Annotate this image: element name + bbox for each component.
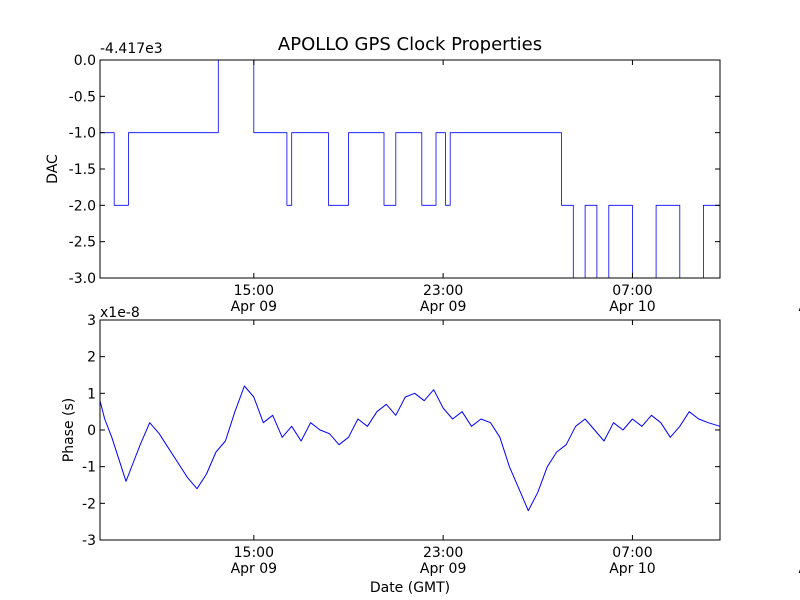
phase-xtick-label: 23:00 [423,545,463,561]
phase-series-line-group [99,385,721,512]
dac-xtick-label: Apr 10 [799,299,800,315]
phase-xtick-label: Apr 09 [231,561,277,577]
dac-ytick-label: -1.0 [69,126,96,142]
phase-xtick-label: Apr 10 [609,561,655,577]
phase-ytick-label: 0 [87,423,96,439]
dac-offset-label: -4.417e3 [100,41,163,57]
phase-xtick-label: Apr 10 [799,561,800,577]
phase-xtick-label: 15:00 [234,545,274,561]
dac-ytick-label: -2.5 [69,235,96,251]
dac-xtick-label: 07:00 [612,283,652,299]
phase-xtick-label: Apr 09 [420,561,466,577]
dac-xtick-label: 23:00 [423,283,463,299]
phase-y-ticks: 3 2 1 0 -1 -2 -3 [82,313,720,549]
dac-xtick-label: 15:00 [234,283,274,299]
dac-series-line-group [100,59,720,279]
dac-ytick-label: 0.0 [74,53,96,69]
phase-ytick-label: 2 [87,350,96,366]
phase-ytick-label: 3 [87,313,96,329]
phase-offset-label: x1e-8 [100,305,140,321]
dac-xtick-label: Apr 09 [420,299,466,315]
dac-series-line [100,59,720,279]
phase-ytick-label: -1 [82,460,96,476]
dac-ytick-label: -0.5 [69,89,96,105]
dac-y-axis-label: DAC [45,154,61,184]
x-axis-label: Date (GMT) [370,580,450,596]
dac-xtick-label: Apr 10 [609,299,655,315]
dac-ytick-label: -1.5 [69,162,96,178]
dac-ytick-label: -3.0 [69,271,96,287]
phase-y-axis-label: Phase (s) [61,398,77,462]
phase-ytick-label: -3 [82,533,96,549]
chart-title: APOLLO GPS Clock Properties [278,34,542,55]
phase-series-line [99,385,721,512]
dac-xtick-label: Apr 09 [231,299,277,315]
phase-ytick-label: -2 [82,496,96,512]
phase-xtick-label: 07:00 [612,545,652,561]
phase-ytick-label: 1 [87,386,96,402]
dac-y-ticks: 0.0 -0.5 -1.0 -1.5 -2.0 -2.5 -3.0 [69,53,720,287]
dac-ytick-label: -2.0 [69,198,96,214]
